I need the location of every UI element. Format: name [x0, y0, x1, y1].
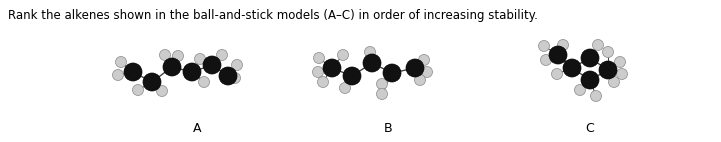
Circle shape [216, 50, 228, 60]
Circle shape [541, 55, 552, 65]
Circle shape [340, 83, 350, 93]
Circle shape [581, 49, 599, 67]
Circle shape [376, 88, 387, 100]
Circle shape [363, 54, 381, 72]
Circle shape [365, 46, 376, 58]
Circle shape [312, 66, 324, 78]
Circle shape [112, 69, 123, 81]
Circle shape [219, 67, 237, 85]
Circle shape [590, 90, 601, 102]
Circle shape [575, 84, 585, 96]
Circle shape [616, 68, 627, 80]
Circle shape [552, 68, 562, 80]
Circle shape [422, 66, 433, 78]
Circle shape [156, 85, 167, 97]
Circle shape [337, 50, 348, 60]
Circle shape [115, 57, 126, 67]
Circle shape [124, 63, 142, 81]
Text: C: C [585, 122, 594, 134]
Circle shape [539, 40, 549, 52]
Text: A: A [193, 122, 201, 134]
Circle shape [563, 59, 581, 77]
Text: Rank the alkenes shown in the ball-and-stick models (A–C) in order of increasing: Rank the alkenes shown in the ball-and-s… [8, 9, 538, 22]
Circle shape [415, 75, 425, 85]
Circle shape [609, 77, 619, 87]
Circle shape [198, 77, 210, 87]
Circle shape [203, 56, 221, 74]
Circle shape [231, 59, 242, 70]
Circle shape [557, 39, 568, 51]
Circle shape [406, 59, 424, 77]
Circle shape [383, 64, 401, 82]
Circle shape [599, 61, 617, 79]
Text: B: B [384, 122, 392, 134]
Circle shape [614, 57, 626, 67]
Circle shape [343, 67, 361, 85]
Circle shape [183, 63, 201, 81]
Circle shape [163, 58, 181, 76]
Circle shape [133, 84, 143, 96]
Circle shape [376, 79, 387, 89]
Circle shape [593, 39, 603, 51]
Circle shape [229, 73, 241, 83]
Circle shape [172, 51, 184, 61]
Circle shape [314, 53, 324, 63]
Circle shape [581, 71, 599, 89]
Circle shape [317, 77, 329, 87]
Circle shape [549, 46, 567, 64]
Circle shape [159, 50, 170, 60]
Circle shape [195, 54, 205, 64]
Circle shape [143, 73, 161, 91]
Circle shape [603, 46, 614, 58]
Circle shape [418, 55, 430, 65]
Circle shape [323, 59, 341, 77]
